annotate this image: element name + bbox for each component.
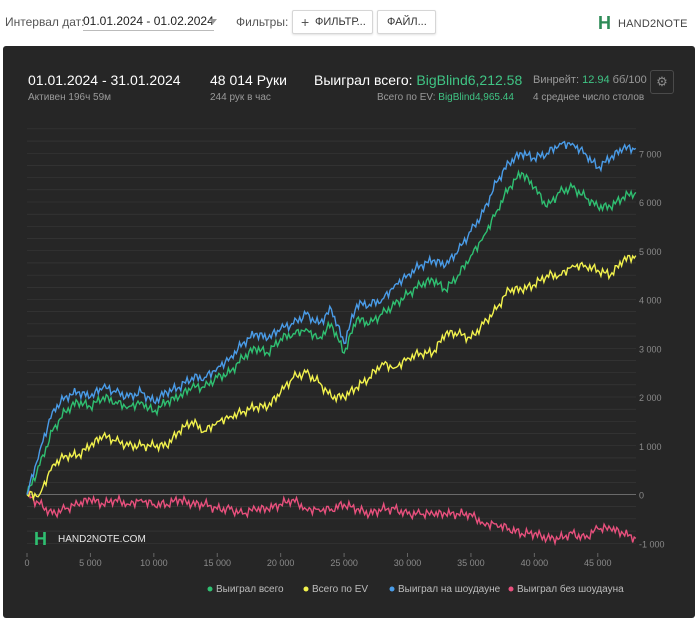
hands-count: 48 014 Руки xyxy=(210,72,287,88)
won-total-label: Выиграл всего: xyxy=(314,72,417,88)
x-tick-label: 15 000 xyxy=(203,558,231,568)
legend-marker-ev xyxy=(303,586,309,592)
x-tick-label: 25 000 xyxy=(330,558,358,568)
graph-panel: 01.01.2024 - 31.01.2024 Активен 196ч 59м… xyxy=(3,46,695,618)
x-tick-label: 10 000 xyxy=(140,558,168,568)
winrate: Винрейт: 12.94 бб/100 xyxy=(533,74,647,86)
won-total: Выиграл всего: BigBlind6,212.58 xyxy=(314,72,522,88)
x-tick-label: 5 000 xyxy=(79,558,102,568)
legend-marker-showdown xyxy=(389,586,395,592)
filters-label: Фильтры: xyxy=(236,15,289,29)
y-tick-label: 6 000 xyxy=(639,198,662,208)
toolbar: Интервал дат: 01.01.2024 - 01.02.2024 Фи… xyxy=(0,0,700,46)
winrate-value: 12.94 xyxy=(582,74,610,86)
chart-grid xyxy=(27,128,636,544)
watermark-h-icon: H xyxy=(34,529,47,549)
legend-marker-total xyxy=(207,586,213,592)
winnings-chart: 0 5 000 10 000 15 000 20 000 25 000 30 000 35 0… xyxy=(24,128,665,595)
chevron-down-icon[interactable] xyxy=(209,19,217,24)
filter-button[interactable]: + ФИЛЬТР... xyxy=(292,10,373,34)
date-range-title: 01.01.2024 - 31.01.2024 xyxy=(28,72,181,88)
x-tick-label: 0 xyxy=(24,558,29,568)
y-tick-label: 1 000 xyxy=(639,442,662,452)
logo-text: HAND2NOTE xyxy=(618,18,688,30)
average-tables: 4 среднее число столов xyxy=(533,92,645,103)
y-axis-ticks: -1 000 0 1 000 2 000 3 000 4 000 5 000 6 000 7 0… xyxy=(639,149,665,549)
ev-total-label: Всего по EV: xyxy=(377,92,439,103)
chart-legend: Выиграл всего Всего по EV Выиграл на шоуда… xyxy=(207,583,624,595)
x-tick-label: 30 000 xyxy=(394,558,422,568)
y-tick-label: 4 000 xyxy=(639,296,662,306)
hands-per-hour: 244 рук в час xyxy=(210,92,271,103)
won-total-value: BigBlind6,212.58 xyxy=(416,72,523,88)
gear-icon[interactable]: ⚙ xyxy=(650,70,674,94)
winrate-label: Винрейт: xyxy=(533,74,583,86)
x-tick-label: 35 000 xyxy=(457,558,485,568)
logo-h-icon: H xyxy=(598,13,611,33)
series-line-ev xyxy=(26,254,637,502)
x-tick-label: 45 000 xyxy=(584,558,612,568)
x-tick-label: 40 000 xyxy=(521,558,549,568)
chart-series xyxy=(26,140,637,547)
y-tick-label: 0 xyxy=(639,491,644,501)
filter-button-label: ФИЛЬТР... xyxy=(315,16,366,28)
plus-icon: + xyxy=(301,14,310,30)
series-line-total xyxy=(26,169,637,495)
active-time: Активен 196ч 59м xyxy=(28,92,112,103)
ev-total: Всего по EV: BigBlind4,965.44 xyxy=(377,92,514,103)
y-tick-label: -1 000 xyxy=(639,539,665,549)
watermark-text: HAND2NOTE.COM xyxy=(58,534,146,545)
winrate-suffix: бб/100 xyxy=(609,74,647,86)
y-tick-label: 7 000 xyxy=(639,149,662,159)
file-button[interactable]: ФАЙЛ... xyxy=(377,10,436,34)
y-tick-label: 5 000 xyxy=(639,247,662,257)
legend-label-total: Выиграл всего xyxy=(216,584,284,595)
legend-label-showdown: Выиграл на шоудауне xyxy=(398,584,501,595)
y-tick-label: 3 000 xyxy=(639,344,662,354)
legend-marker-non_showdown xyxy=(508,586,514,592)
series-line-non_showdown xyxy=(26,488,637,547)
interval-label: Интервал дат: xyxy=(5,15,85,29)
x-axis-ticks: 0 5 000 10 000 15 000 20 000 25 000 30 000 35 0… xyxy=(24,553,612,568)
y-tick-label: 2 000 xyxy=(639,393,662,403)
legend-label-ev: Всего по EV xyxy=(312,584,368,595)
series-line-showdown xyxy=(26,140,637,495)
date-interval-select[interactable]: 01.01.2024 - 01.02.2024 xyxy=(83,14,214,31)
legend-label-non_showdown: Выиграл без шоудауна xyxy=(517,583,624,595)
file-button-label: ФАЙЛ... xyxy=(387,16,427,28)
x-tick-label: 20 000 xyxy=(267,558,295,568)
ev-total-value: BigBlind4,965.44 xyxy=(438,92,514,103)
